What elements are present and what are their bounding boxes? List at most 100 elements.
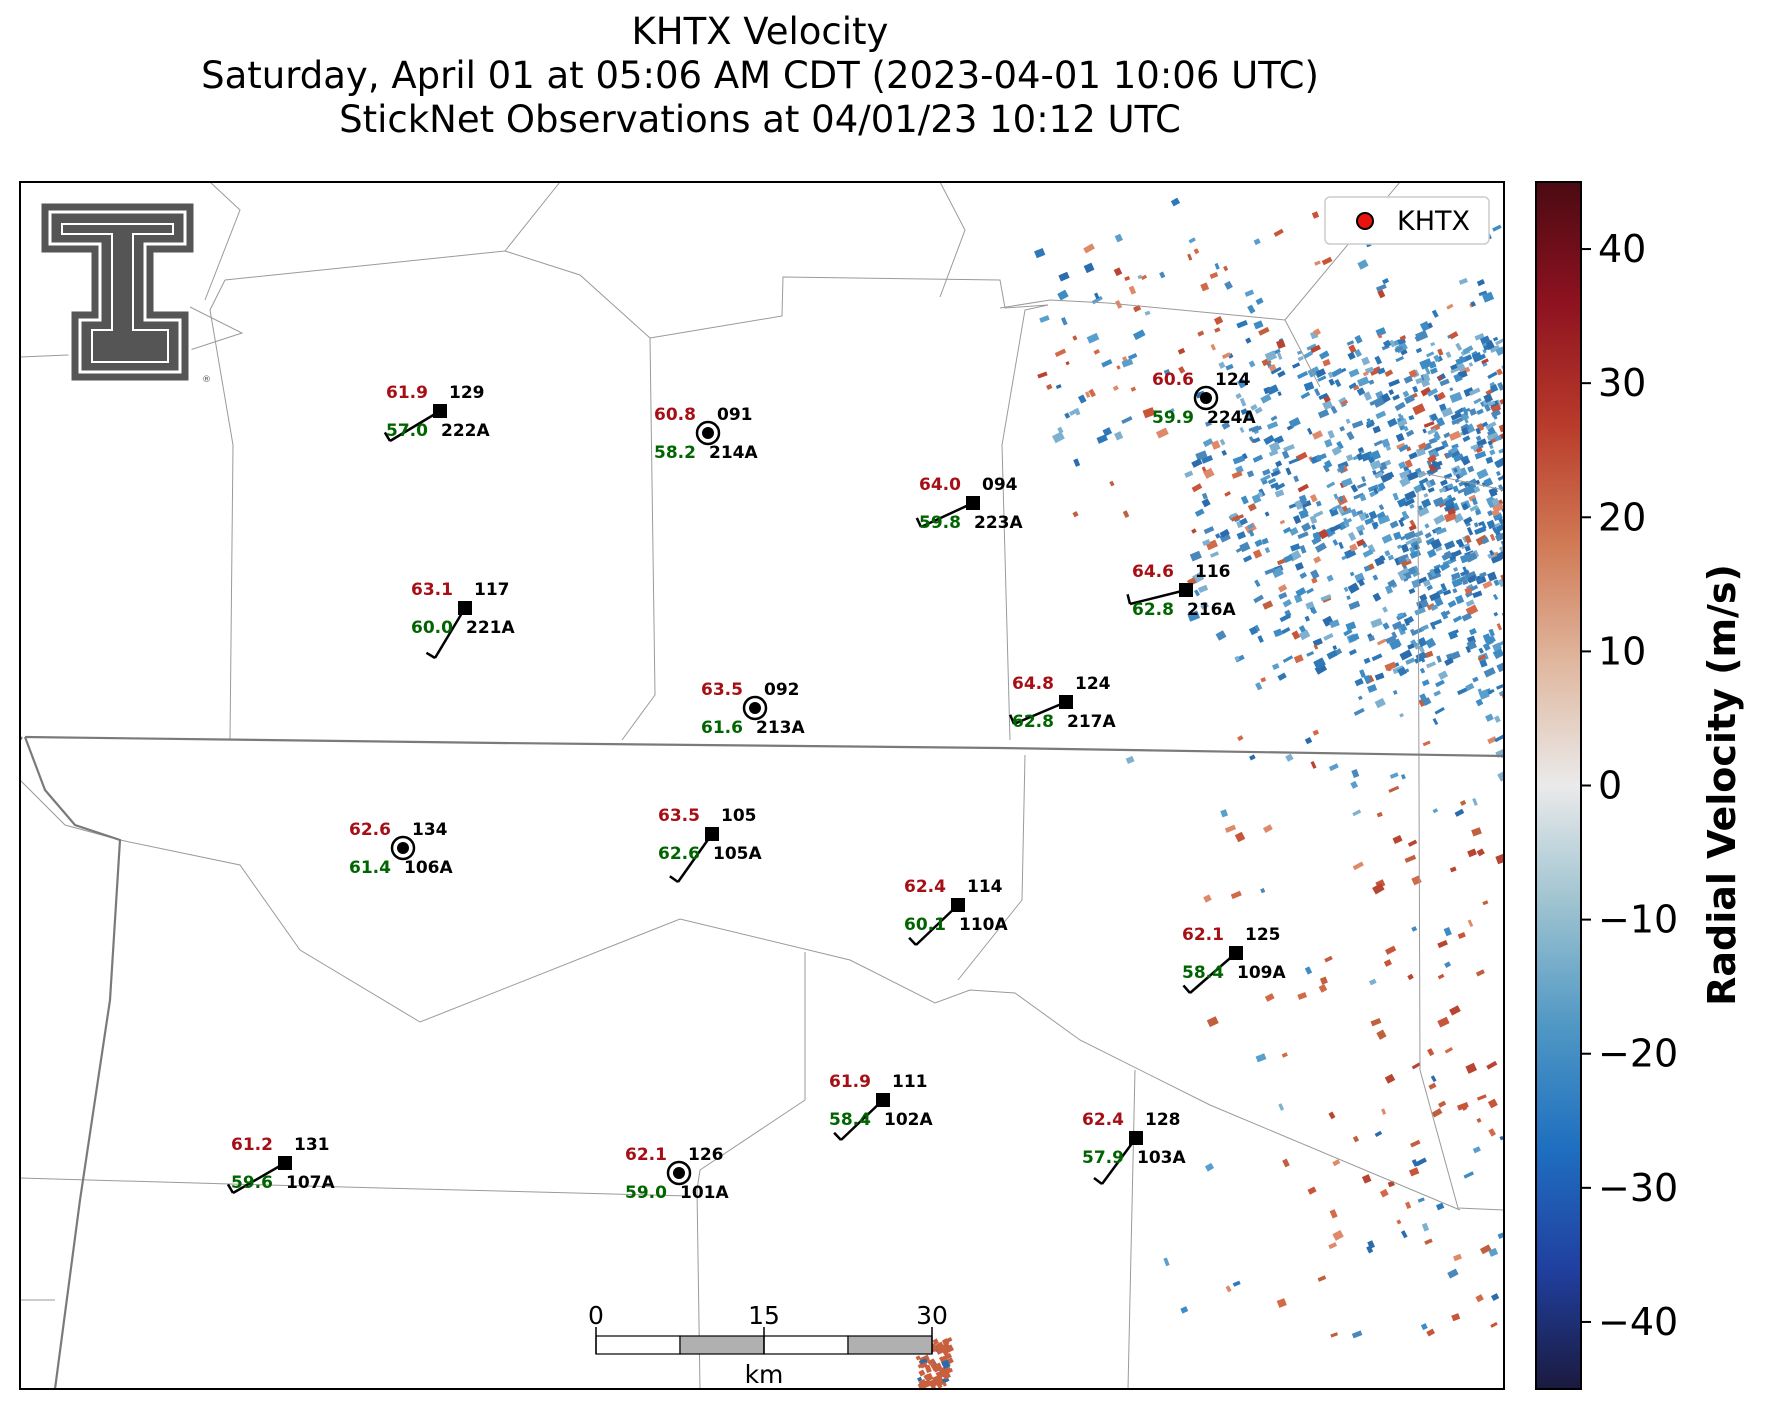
- calm-wind-circle-icon: [742, 695, 768, 721]
- scale-segment-3: [763, 1335, 849, 1355]
- wind-barb-icon: [389, 409, 441, 443]
- station-temperature: 63.5: [658, 806, 700, 826]
- station-square-marker-icon: [951, 898, 965, 912]
- wind-barb-flag-icon: [1126, 593, 1132, 605]
- station-102A[interactable]: 61.9 111 58.4 102A: [829, 1072, 933, 1141]
- station-dewpoint: 59.6: [231, 1173, 273, 1193]
- texas-tech-logo: ®: [38, 200, 211, 385]
- radar-velocity-layer: [915, 197, 1504, 1389]
- station-110A[interactable]: 62.4 114 60.1 110A: [904, 877, 1008, 946]
- station-number: 124: [1215, 370, 1251, 390]
- colorbar-tick-label: 40: [1598, 227, 1646, 271]
- sticknet-stations: 61.9 129 57.0 222A 60.8 091 58.2 214A 64.0 094 59.…: [226, 370, 1286, 1203]
- station-temperature: 62.1: [625, 1145, 667, 1165]
- station-dot-marker-icon: [749, 702, 761, 714]
- station-temperature: 64.6: [1132, 562, 1174, 582]
- station-id: 107A: [286, 1173, 335, 1193]
- station-number: 091: [717, 405, 753, 425]
- title-line-2: Saturday, April 01 at 05:06 AM CDT (2023…: [201, 54, 1319, 97]
- station-number: 114: [967, 877, 1003, 897]
- wind-barb-flag-icon: [908, 936, 917, 946]
- colorbar-tick-label: 10: [1598, 629, 1646, 673]
- station-217A[interactable]: 64.8 124 62.8 217A: [1008, 674, 1116, 732]
- colorbar-tick-label: −20: [1598, 1032, 1678, 1076]
- map-panel[interactable]: [19, 181, 1520, 1390]
- station-temperature: 63.1: [411, 580, 453, 600]
- station-square-marker-icon: [1129, 1131, 1143, 1145]
- station-109A[interactable]: 62.1 125 58.4 109A: [1182, 925, 1286, 994]
- station-dot-marker-icon: [397, 842, 409, 854]
- wind-barb-icon: [676, 833, 714, 883]
- station-id: 224A: [1207, 408, 1256, 428]
- scale-segment-2: [679, 1335, 765, 1355]
- wind-barb-flag-icon: [669, 875, 679, 884]
- wind-barb-icon: [1013, 700, 1067, 726]
- station-number: 128: [1145, 1110, 1181, 1130]
- station-id: 222A: [441, 421, 490, 441]
- station-id: 103A: [1137, 1148, 1186, 1168]
- station-213A[interactable]: 63.5 092 61.6 213A: [701, 680, 805, 738]
- station-temperature: 62.4: [904, 877, 946, 897]
- station-id: 214A: [709, 443, 758, 463]
- station-dot-marker-icon: [1200, 392, 1212, 404]
- wind-barb-flag-icon: [425, 651, 436, 660]
- calm-wind-circle-icon: [695, 420, 721, 446]
- wind-barb-flag-icon: [226, 1183, 235, 1194]
- wind-barb-icon: [1189, 952, 1237, 994]
- station-id: 217A: [1067, 712, 1116, 732]
- station-dewpoint: 61.4: [349, 858, 391, 878]
- colorbar-tick-label: 0: [1598, 764, 1622, 808]
- station-107A[interactable]: 61.2 131 59.6 107A: [226, 1135, 335, 1195]
- station-101A[interactable]: 62.1 126 59.0 101A: [625, 1145, 729, 1203]
- station-216A[interactable]: 64.6 116 62.8 216A: [1126, 562, 1237, 620]
- station-dewpoint: 59.9: [1152, 408, 1194, 428]
- map-frame: [19, 181, 1505, 1390]
- station-214A[interactable]: 60.8 091 58.2 214A: [654, 405, 758, 463]
- county-borders: [20, 182, 1504, 1389]
- station-temperature: 61.9: [386, 383, 428, 403]
- station-dot-marker-icon: [702, 427, 714, 439]
- station-number: 126: [688, 1145, 724, 1165]
- station-temperature: 60.6: [1152, 370, 1194, 390]
- station-dewpoint: 60.1: [904, 915, 946, 935]
- station-temperature: 64.0: [919, 475, 961, 495]
- station-temperature: 60.8: [654, 405, 696, 425]
- legend-khtx-marker-icon: [1356, 212, 1374, 230]
- station-number: 094: [982, 475, 1018, 495]
- colorbar-ticks: 40 30 20 10 0 −10 −20 −30 −40: [1581, 227, 1678, 1344]
- station-temperature: 61.2: [231, 1135, 273, 1155]
- station-number: 125: [1245, 925, 1281, 945]
- station-222A[interactable]: 61.9 129 57.0 222A: [383, 383, 491, 443]
- station-223A[interactable]: 64.0 094 59.8 223A: [915, 475, 1024, 533]
- station-temperature: 62.1: [1182, 925, 1224, 945]
- station-106A[interactable]: 62.6 134 61.4 106A: [349, 820, 453, 878]
- colorbar-tick-label: −40: [1598, 1300, 1678, 1344]
- wind-barb-flag-icon: [1182, 984, 1191, 994]
- station-square-marker-icon: [433, 404, 447, 418]
- station-103A[interactable]: 62.4 128 57.9 103A: [1082, 1110, 1186, 1186]
- station-temperature: 64.8: [1012, 674, 1054, 694]
- colorbar-tick-label: 30: [1598, 361, 1646, 405]
- station-dewpoint: 57.0: [386, 421, 428, 441]
- station-temperature: 61.9: [829, 1072, 871, 1092]
- station-dewpoint: 62.8: [1132, 600, 1174, 620]
- station-id: 102A: [884, 1110, 933, 1130]
- colorbar-tick-label: −10: [1598, 898, 1678, 942]
- station-224A[interactable]: 60.6 124 59.9 224A: [1152, 370, 1256, 428]
- calm-wind-circle-icon: [666, 1160, 692, 1186]
- scale-bar: 0 15 30 km: [588, 1301, 948, 1389]
- station-105A[interactable]: 63.5 105 62.6 105A: [658, 806, 762, 884]
- figure-title: KHTX Velocity Saturday, April 01 at 05:0…: [20, 10, 1500, 142]
- station-temperature: 63.5: [701, 680, 743, 700]
- station-square-marker-icon: [966, 496, 980, 510]
- station-dewpoint: 61.6: [701, 718, 743, 738]
- title-line-3: StickNet Observations at 04/01/23 10:12 …: [339, 98, 1181, 141]
- station-dewpoint: 57.9: [1082, 1148, 1124, 1168]
- station-number: 105: [721, 806, 757, 826]
- station-dot-marker-icon: [673, 1167, 685, 1179]
- legend[interactable]: KHTX: [1324, 196, 1490, 245]
- station-221A[interactable]: 63.1 117 60.0 221A: [411, 580, 515, 660]
- station-dewpoint: 62.6: [658, 844, 700, 864]
- colorbar-title: Radial Velocity (m/s): [1700, 564, 1744, 1006]
- station-id: 106A: [404, 858, 453, 878]
